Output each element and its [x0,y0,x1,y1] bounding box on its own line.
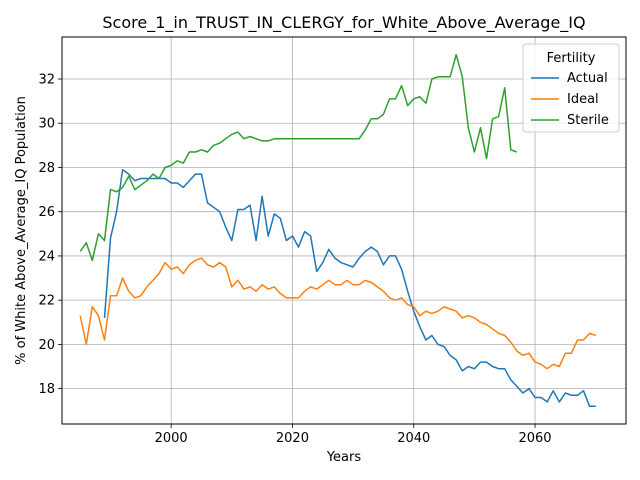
axis-ticks: 2000 2020 2040 2060 18 20 22 24 26 28 30 32 [38,73,551,446]
legend-label: Sterile [567,113,609,128]
x-tick-label: 2040 [397,431,430,446]
legend-title: Fertility [547,51,596,66]
y-axis-label: % of White Above_Average_IQ Population [14,96,29,365]
y-tick-label: 22 [38,294,55,309]
legend-label: Actual [567,71,608,86]
legend-label: Ideal [567,92,599,107]
y-tick-label: 24 [38,249,55,264]
y-tick-label: 32 [38,73,55,88]
y-tick-label: 20 [38,338,55,353]
legend-box [522,43,620,133]
series-lines [79,53,596,408]
x-tick-label: 2000 [155,431,188,446]
series-line-ideal [79,257,596,370]
y-tick-label: 30 [38,117,55,132]
series-line-actual [103,168,596,408]
axes-frame [61,36,627,425]
y-tick-label: 18 [38,382,55,397]
x-tick-label: 2020 [276,431,309,446]
x-tick-label: 2060 [518,431,551,446]
y-tick-label: 26 [38,205,55,220]
series-line-sterile [79,53,518,262]
x-axis-label: Years [326,450,362,465]
y-tick-label: 28 [38,161,55,176]
chart-title: Score_1_in_TRUST_IN_CLERGY_for_White_Abo… [102,13,585,33]
legend: Fertility Actual Ideal Sterile [522,43,620,133]
